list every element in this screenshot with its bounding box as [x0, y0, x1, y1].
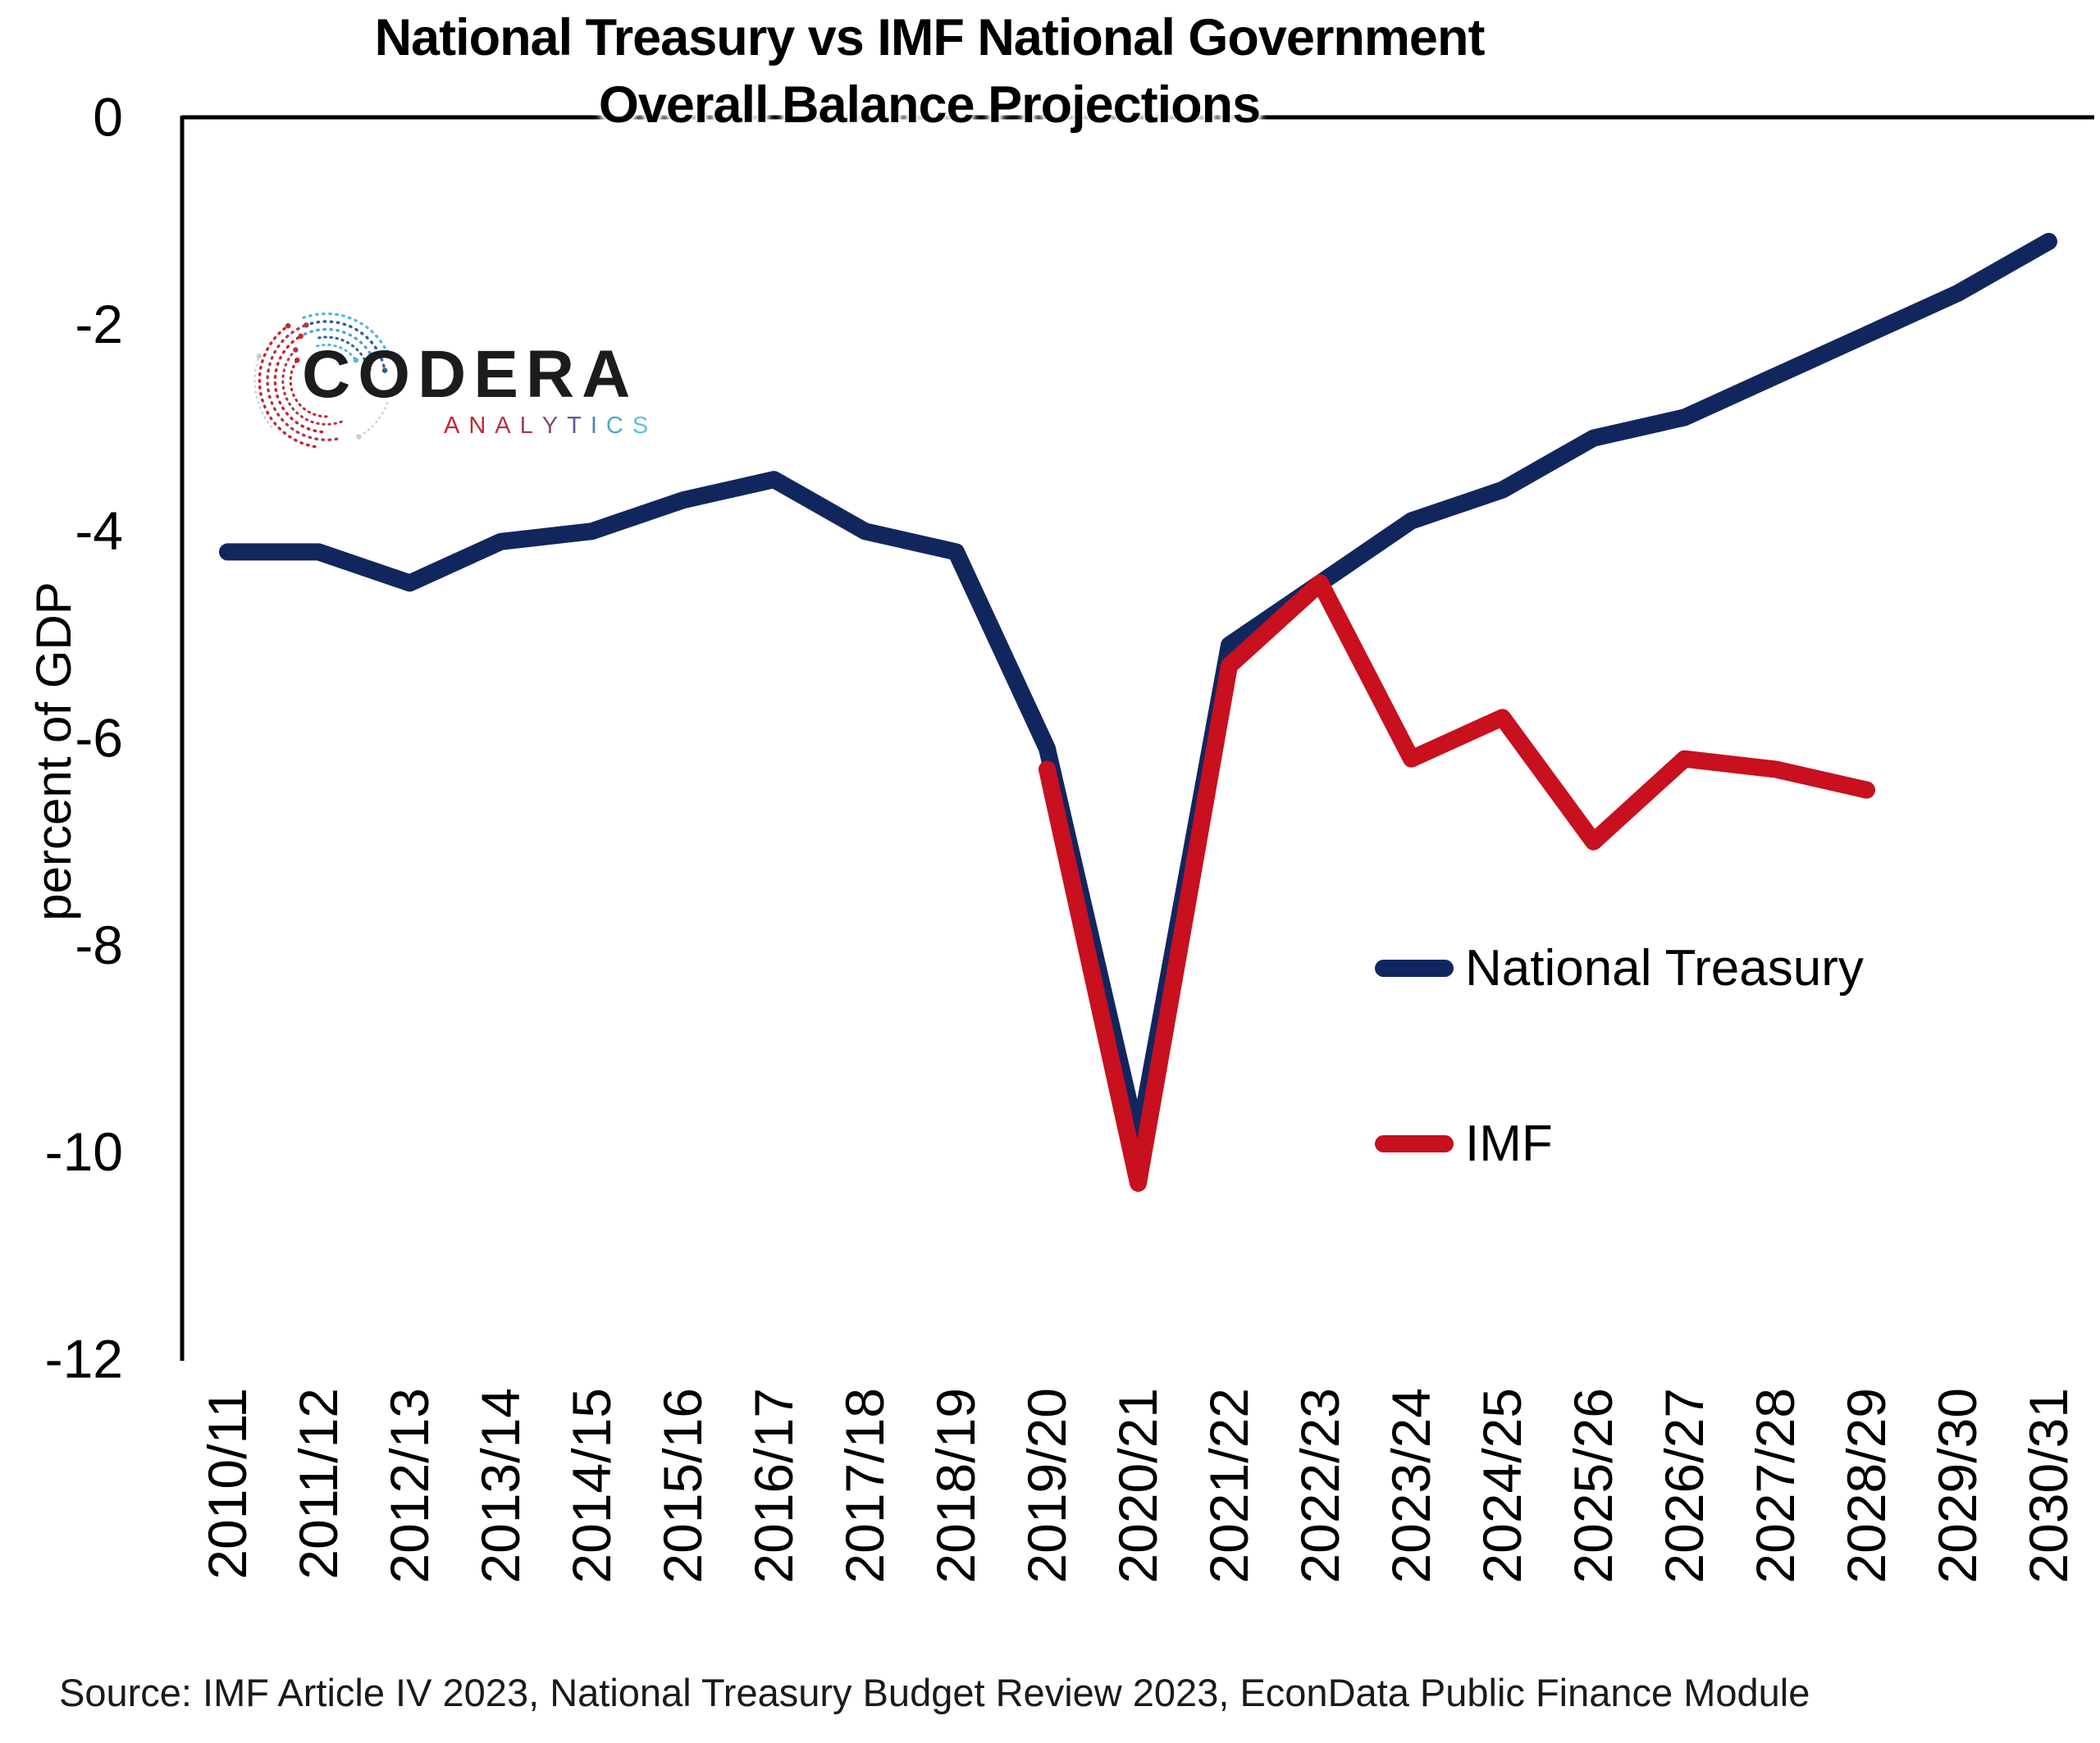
x-tick-label: 2017/18 — [834, 1388, 895, 1584]
logo-subtitle-letter: N — [468, 413, 486, 439]
logo-subtitle-letter: A — [495, 413, 511, 439]
y-tick-labels: 0 -2 -4 -6 -8 -10 -12 — [45, 86, 123, 1389]
y-tick-label: -4 — [75, 500, 123, 561]
logo-arc — [358, 401, 389, 438]
logo-arc — [253, 355, 273, 428]
x-tick-label: 2023/24 — [1381, 1388, 1441, 1584]
logo-arc — [302, 312, 389, 354]
legend-label-imf: IMF — [1465, 1115, 1553, 1172]
y-tick-label: 0 — [93, 86, 123, 147]
x-tick-label: 2030/31 — [2018, 1388, 2079, 1584]
logo-arc — [266, 323, 339, 441]
legend-swatch-national-treasury — [1375, 959, 1454, 977]
x-tick-label: 2027/28 — [1745, 1388, 1806, 1584]
x-tick-label: 2011/12 — [288, 1388, 349, 1580]
x-tick-label: 2024/25 — [1472, 1388, 1532, 1584]
logo-arc-dot — [293, 347, 299, 353]
y-tick-label: -10 — [45, 1121, 123, 1182]
x-tick-labels: 2010/11 2011/12 2012/13 2013/14 2014/15 2015/… — [197, 1388, 2079, 1584]
legend-item-national-treasury: National Treasury — [1375, 937, 1864, 999]
logo-subtitle-letter: A — [444, 413, 460, 439]
x-tick-label: 2014/15 — [561, 1388, 622, 1584]
logo-subtitle-letter: Y — [541, 413, 559, 439]
logo-wordmark: CODERA — [302, 337, 638, 412]
logo-arc-dot — [384, 349, 390, 355]
logo-arc-dot — [381, 367, 388, 373]
logo-arc — [309, 320, 386, 372]
x-tick-label: 2029/30 — [1927, 1388, 1988, 1584]
x-tick-label: 2019/20 — [1016, 1388, 1077, 1584]
logo-subtitle-letter: C — [605, 413, 623, 439]
x-tick-label: 2022/23 — [1290, 1388, 1350, 1584]
logo-subtitle-letter: S — [632, 413, 649, 439]
logo-arc — [258, 324, 317, 449]
legend-swatch-imf — [1375, 1134, 1454, 1152]
codera-mark-icon — [253, 312, 390, 449]
y-axis-title: percent of GDP — [26, 582, 81, 921]
legend-item-imf: IMF — [1375, 1112, 1553, 1175]
source-note: Source: IMF Article IV 2023, National Tr… — [59, 1671, 1810, 1714]
logo-subtitle-letter: I — [590, 413, 597, 439]
chart-title: National Treasury vs IMF National Govern… — [246, 5, 1613, 139]
logo-arc-dot — [256, 353, 262, 359]
logo-arc — [317, 335, 370, 371]
x-tick-label: 2025/26 — [1563, 1388, 1623, 1584]
y-tick-label: -6 — [75, 707, 123, 768]
x-tick-label: 2010/11 — [197, 1388, 258, 1580]
logo-arc-dot — [353, 357, 359, 363]
y-tick-label: -8 — [75, 915, 123, 975]
x-tick-label: 2012/13 — [379, 1388, 440, 1584]
logo-arc — [273, 335, 324, 434]
legend-label-national-treasury: National Treasury — [1465, 939, 1864, 997]
x-tick-label: 2028/29 — [1836, 1388, 1897, 1584]
logo-arc-dot — [294, 357, 300, 363]
x-tick-label: 2018/19 — [925, 1388, 986, 1584]
x-tick-label: 2016/17 — [743, 1388, 804, 1584]
logo-arc-dot — [366, 367, 372, 372]
x-tick-label: 2015/16 — [652, 1388, 713, 1584]
x-tick-label: 2020/21 — [1107, 1388, 1168, 1584]
logo-subtitle-letter: T — [567, 413, 582, 439]
logo-arc-dot — [304, 322, 309, 328]
y-tick-label: -12 — [45, 1328, 123, 1389]
logo-arc-dot — [285, 323, 291, 329]
x-tick-label: 2021/22 — [1198, 1388, 1259, 1584]
y-tick-label: -2 — [75, 294, 123, 354]
chart-title-line-1: National Treasury vs IMF National Govern… — [374, 9, 1486, 66]
chart-title-line-2: Overall Balance Projections — [598, 75, 1261, 134]
x-tick-label: 2013/14 — [470, 1388, 531, 1584]
logo-arc — [281, 349, 343, 426]
x-tick-label: 2026/27 — [1654, 1388, 1714, 1584]
logo-arc-dot — [368, 352, 374, 358]
logo-arc-dot — [298, 333, 304, 340]
logo-arc-dot — [356, 434, 362, 440]
logo-arc — [303, 327, 373, 357]
series-line-imf — [1039, 574, 1875, 1192]
logo-subtitle-letter: L — [519, 413, 533, 439]
